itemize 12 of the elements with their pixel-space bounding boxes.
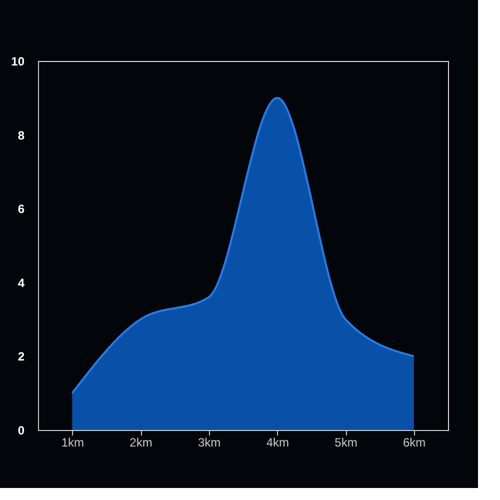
x-tick-label: 6km xyxy=(402,436,426,450)
x-tick-label: 4km xyxy=(266,436,290,450)
y-tick-label: 0 xyxy=(18,424,25,438)
y-tick-label: 10 xyxy=(11,54,25,68)
y-tick-label: 2 xyxy=(18,350,25,364)
x-tick-label: 3km xyxy=(198,436,221,450)
x-tick-label: 1km xyxy=(61,436,84,450)
y-tick-label: 4 xyxy=(18,276,25,290)
y-tick-label: 6 xyxy=(18,202,25,216)
x-tick-label: 5km xyxy=(334,436,358,450)
x-tick-label: 2km xyxy=(130,436,152,450)
y-tick-label: 8 xyxy=(18,128,25,142)
